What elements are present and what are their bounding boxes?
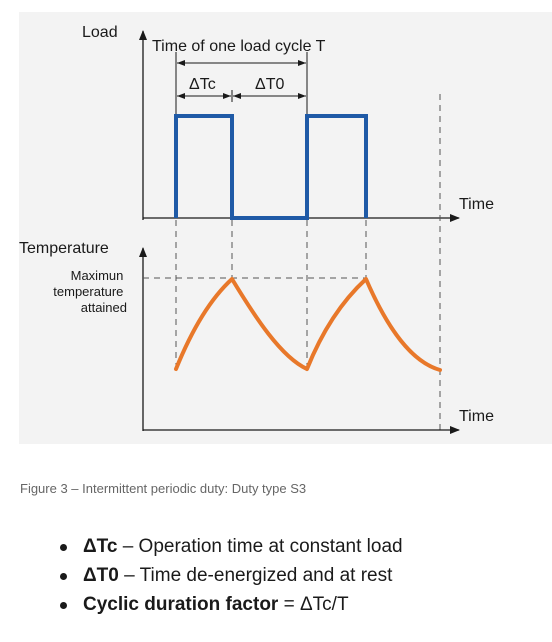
definition-delta-t0: – Time de-energized and at rest: [118, 565, 393, 586]
load-pulse-line: [174, 114, 368, 220]
list-item: ΔT0 – Time de-energized and at rest: [60, 564, 403, 593]
max-temp-label-line-1: Maximun: [71, 268, 124, 283]
term-cyclic-duration-factor: Cyclic duration factor: [83, 594, 279, 615]
delta-tc-label: ΔTc: [189, 76, 216, 93]
term-delta-tc: ΔTc: [83, 536, 118, 557]
duty-cycle-diagram: Load Time Time of one load cycle T ΔTc Δ…: [19, 24, 494, 434]
list-item: Cyclic duration factor = ΔTc/T: [60, 593, 403, 622]
definition-cyclic-duration-factor: = ΔTc/T: [278, 594, 349, 615]
max-temp-label: Maximun temperature attained: [53, 268, 127, 315]
cycle-label: Time of one load cycle T: [152, 38, 326, 55]
temperature-curve: [174, 277, 442, 372]
delta-t0-label: ΔT0: [255, 76, 284, 93]
time-axis-label-top: Time: [459, 196, 494, 213]
temperature-axis-label: Temperature: [19, 240, 109, 257]
time-axis-label-bottom: Time: [459, 408, 494, 425]
bullet-icon: [60, 573, 67, 580]
max-temp-label-line-3: attained: [81, 300, 127, 315]
load-axis-label: Load: [82, 24, 118, 41]
term-delta-t0: ΔT0: [83, 565, 119, 586]
list-item: ΔTc – Operation time at constant load: [60, 535, 403, 564]
figure-panel: Load Time Time of one load cycle T ΔTc Δ…: [19, 12, 552, 444]
max-temp-label-line-2: temperature: [53, 284, 123, 299]
definition-list: ΔTc – Operation time at constant load ΔT…: [60, 535, 403, 622]
bullet-icon: [60, 602, 67, 609]
figure-caption: Figure 3 – Intermittent periodic duty: D…: [20, 481, 307, 496]
bullet-icon: [60, 544, 67, 551]
definition-delta-tc: – Operation time at constant load: [117, 536, 403, 557]
